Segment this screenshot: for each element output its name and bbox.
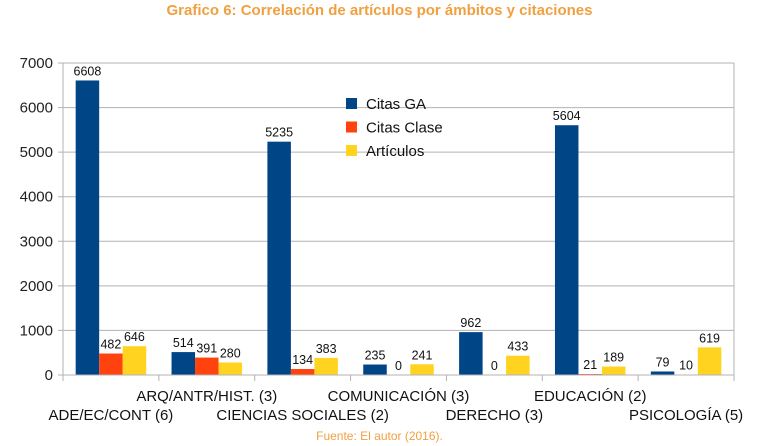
data-label: 5235 [265,126,293,140]
data-label: 235 [365,349,386,363]
x-category-label: ARQ/ANTR/HIST. (3) [136,388,277,405]
bars [75,80,722,376]
x-category-label: ADE/EC/CONT (6) [49,407,174,424]
bar [75,80,100,376]
bar [697,347,722,375]
data-label: 189 [603,351,624,365]
x-category-label: COMUNICACIÓN (3) [328,388,470,405]
bar [290,369,315,375]
bar [267,141,291,375]
data-label: 482 [100,338,121,352]
source-note: Fuente: El autor (2016). [316,429,443,443]
legend: Citas GA Citas Clase Artículos [346,96,443,160]
bar [314,357,338,375]
data-label: 21 [583,358,597,372]
legend-swatch [346,145,357,156]
legend-label: Citas GA [366,96,426,113]
x-category-label: EDUCACIÓN (2) [534,388,647,405]
x-axis: ADE/EC/CONT (6) ARQ/ANTR/HIST. (3) CIENCIA… [49,374,743,424]
y-tick-label: 3000 [20,233,53,250]
bar [218,362,243,375]
data-label: 433 [507,340,528,354]
x-category-label: PSICOLOGÍA (5) [629,407,743,424]
bar [99,353,123,375]
data-label: 10 [679,359,693,373]
bar [122,346,147,375]
bar [650,371,675,375]
bar [410,364,434,375]
y-tick-label: 5000 [20,144,53,161]
y-tick-label: 0 [45,367,53,384]
data-label: 134 [292,353,313,367]
data-label: 5604 [553,109,581,123]
bar [554,125,579,376]
data-label: 619 [699,331,720,345]
data-label: 0 [491,359,498,373]
data-label: 383 [316,342,337,356]
data-label: 6608 [74,64,102,78]
x-category-label: CIENCIAS SOCIALES (2) [216,407,389,424]
data-label: 280 [220,347,241,361]
bar [363,364,387,375]
data-label: 514 [173,336,194,350]
data-label: 79 [656,355,670,369]
data-label: 0 [395,359,402,373]
y-tick-label: 1000 [20,322,53,339]
legend-label: Citas Clase [366,120,443,137]
x-category-label: DERECHO (3) [446,407,544,424]
legend-label: Artículos [366,143,424,160]
y-tick-label: 6000 [20,100,53,117]
bar [506,355,530,375]
y-tick-label: 2000 [20,278,53,295]
y-tick-label: 4000 [20,189,53,206]
bar [171,352,196,375]
data-label: 646 [124,330,145,344]
legend-swatch [346,98,357,109]
bar [459,332,483,375]
data-label: 241 [412,348,433,362]
legend-swatch [346,121,357,133]
y-axis: 0 1000 2000 3000 4000 5000 6000 7000 [20,55,53,384]
chart-title: Grafico 6: Correlación de artículos por … [166,2,593,19]
bar [195,357,219,375]
data-label: 962 [460,316,481,330]
bar [601,366,626,375]
y-tick-label: 7000 [20,55,53,72]
data-label: 391 [196,342,217,356]
